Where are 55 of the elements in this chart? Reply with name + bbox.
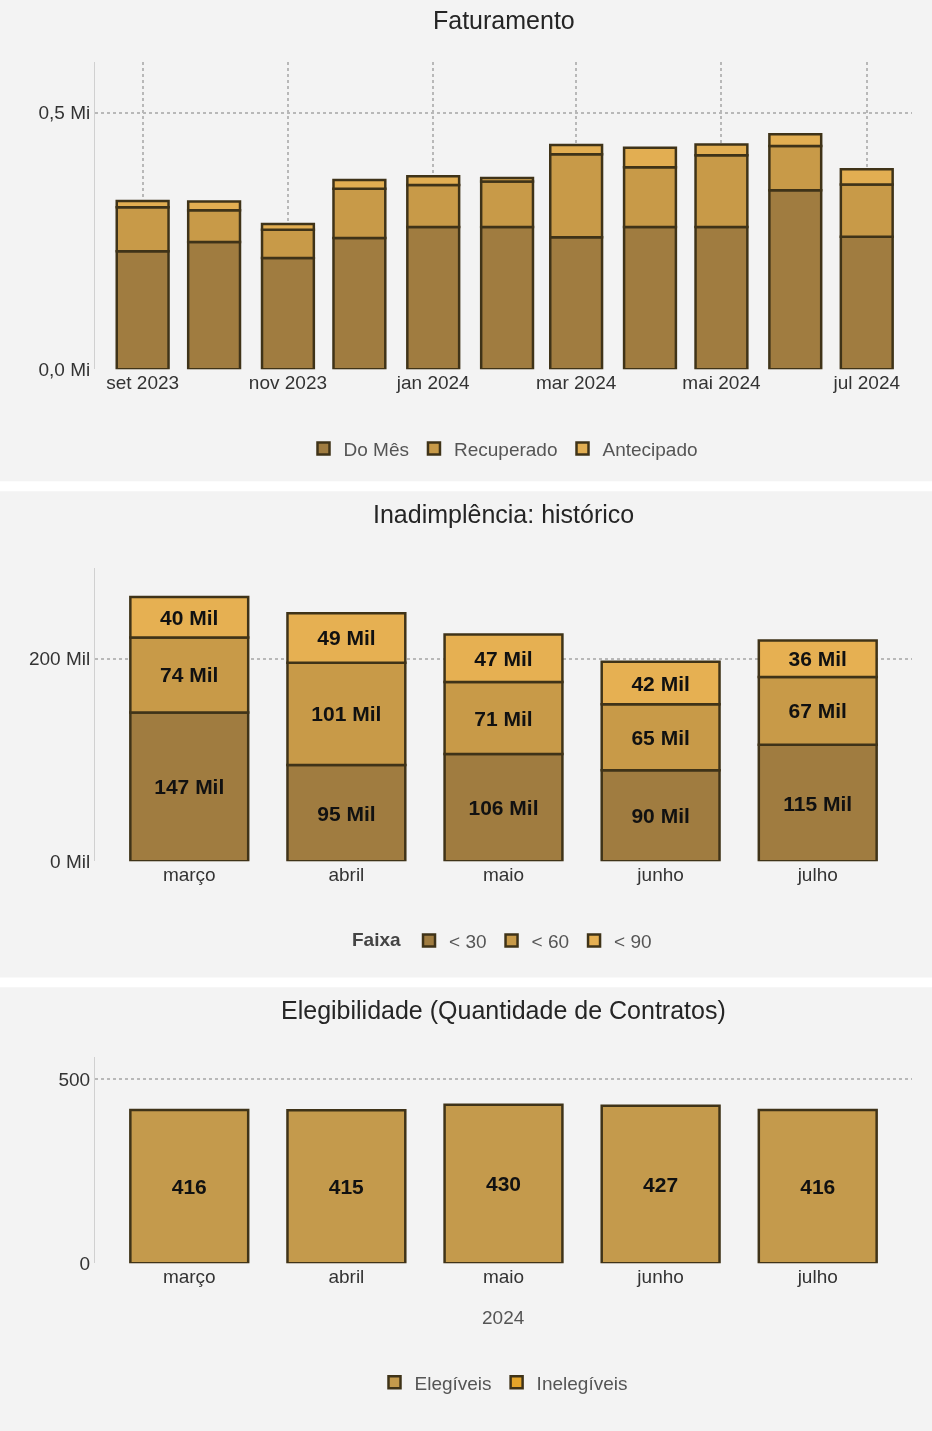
data-label: 427 [643, 1173, 679, 1197]
data-label: 90 Mil [631, 804, 690, 828]
data-label: 101 Mil [311, 702, 382, 726]
data-label: 147 Mil [154, 775, 225, 799]
data-label: 415 [328, 1175, 365, 1199]
x-tick-label: março [162, 864, 216, 886]
data-label: 67 Mil [788, 699, 847, 723]
x-tick-label: março [162, 1266, 216, 1288]
legend-label: Do Mês [343, 438, 409, 460]
data-label: 74 Mil [160, 663, 219, 687]
y-tick-label: 0,0 Mi [38, 358, 91, 380]
legend-label: < 30 [449, 930, 487, 952]
legend-label: Elegíveis [414, 1372, 492, 1394]
x-tick-label: jul 2024 [832, 372, 901, 394]
x-tick-label: mai 2024 [682, 372, 761, 394]
y-tick-label: 0,5 Mi [38, 102, 91, 124]
x-tick-label: mar 2024 [536, 372, 617, 394]
x-tick-label: jan 2024 [395, 372, 471, 394]
x-tick-label: junho [636, 1266, 684, 1288]
data-label: 115 Mil [783, 791, 853, 815]
data-label: 95 Mil [317, 801, 376, 825]
data-label: 47 Mil [474, 646, 533, 670]
x-tick-label: set 2023 [106, 372, 180, 394]
data-label: 106 Mil [468, 796, 539, 820]
legend-label: < 60 [531, 930, 570, 952]
y-tick-label: 500 [58, 1068, 91, 1090]
legend-label: Antecipado [602, 438, 698, 460]
x-tick-label: nov 2023 [248, 372, 328, 394]
data-label: 430 [485, 1172, 522, 1196]
x-tick-label: julho [796, 864, 838, 886]
data-label: 65 Mil [631, 725, 690, 749]
chart-title: Faturamento [433, 6, 575, 34]
x-axis-title: 2024 [482, 1307, 525, 1328]
data-label: 416 [171, 1175, 207, 1199]
data-label: 42 Mil [631, 671, 690, 695]
chart-title: Elegibilidade (Quantidade de Contratos) [281, 996, 726, 1024]
legend-label: Inelegíveis [536, 1372, 628, 1394]
data-label: 416 [800, 1175, 836, 1199]
x-tick-label: abril [328, 864, 365, 886]
data-label: 40 Mil [160, 605, 219, 629]
data-label: 49 Mil [317, 626, 376, 650]
legend-label: < 90 [614, 930, 652, 952]
x-tick-label: junho [636, 864, 684, 886]
x-tick-label: maio [482, 864, 525, 886]
y-tick-label: 0 [79, 1252, 91, 1274]
legend-label: Recuperado [453, 438, 558, 460]
data-label: 36 Mil [788, 647, 847, 671]
y-tick-label: 0 Mil [50, 850, 91, 872]
x-tick-label: abril [328, 1266, 365, 1288]
x-tick-label: julho [796, 1266, 838, 1288]
legend-title: Faixa [352, 929, 402, 951]
chart-title: Inadimplência: histórico [373, 500, 635, 528]
y-tick-label: 200 Mil [28, 648, 91, 670]
data-label: 71 Mil [474, 706, 533, 730]
x-tick-label: maio [482, 1266, 525, 1288]
